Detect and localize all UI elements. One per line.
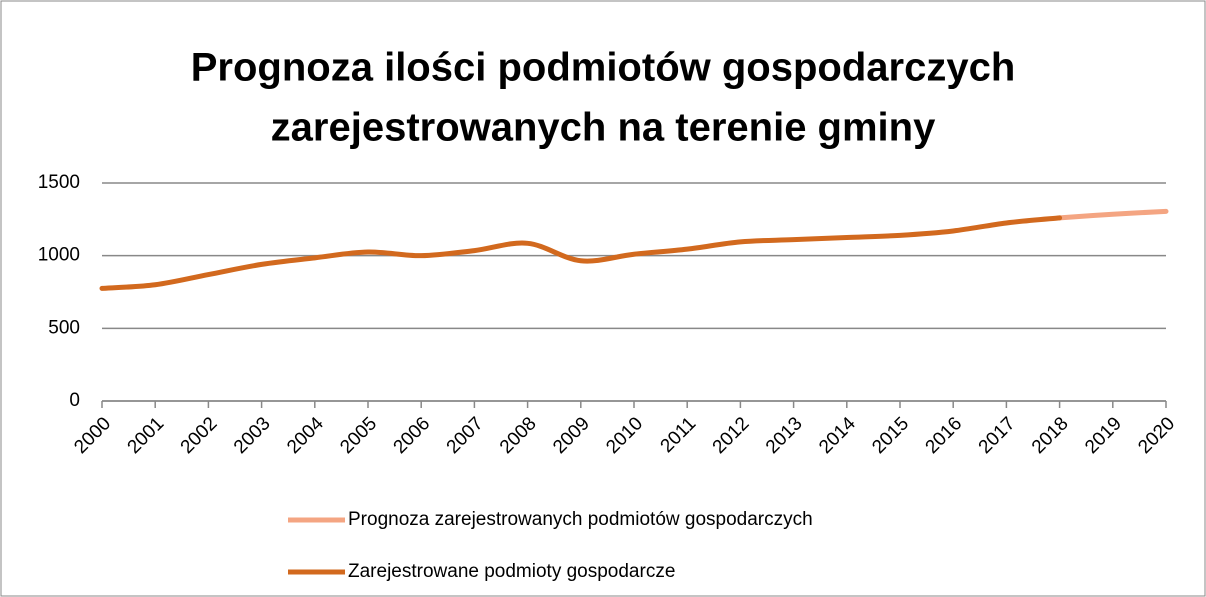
y-tick-label: 1500 xyxy=(38,172,80,193)
series-line xyxy=(99,215,1063,291)
chart-title: Prognoza ilości podmiotów gospodarczych xyxy=(191,46,1016,90)
y-tick-label: 500 xyxy=(48,317,80,338)
legend-label: Zarejestrowane podmioty gospodarcze xyxy=(348,561,675,582)
chart-title: zarejestrowanych na terenie gminy xyxy=(271,106,936,150)
legend-label: Prognoza zarejestrowanych podmiotów gosp… xyxy=(348,509,813,530)
series-line xyxy=(1057,208,1169,221)
y-tick-label: 1000 xyxy=(38,245,80,266)
y-tick-label: 0 xyxy=(69,390,80,411)
